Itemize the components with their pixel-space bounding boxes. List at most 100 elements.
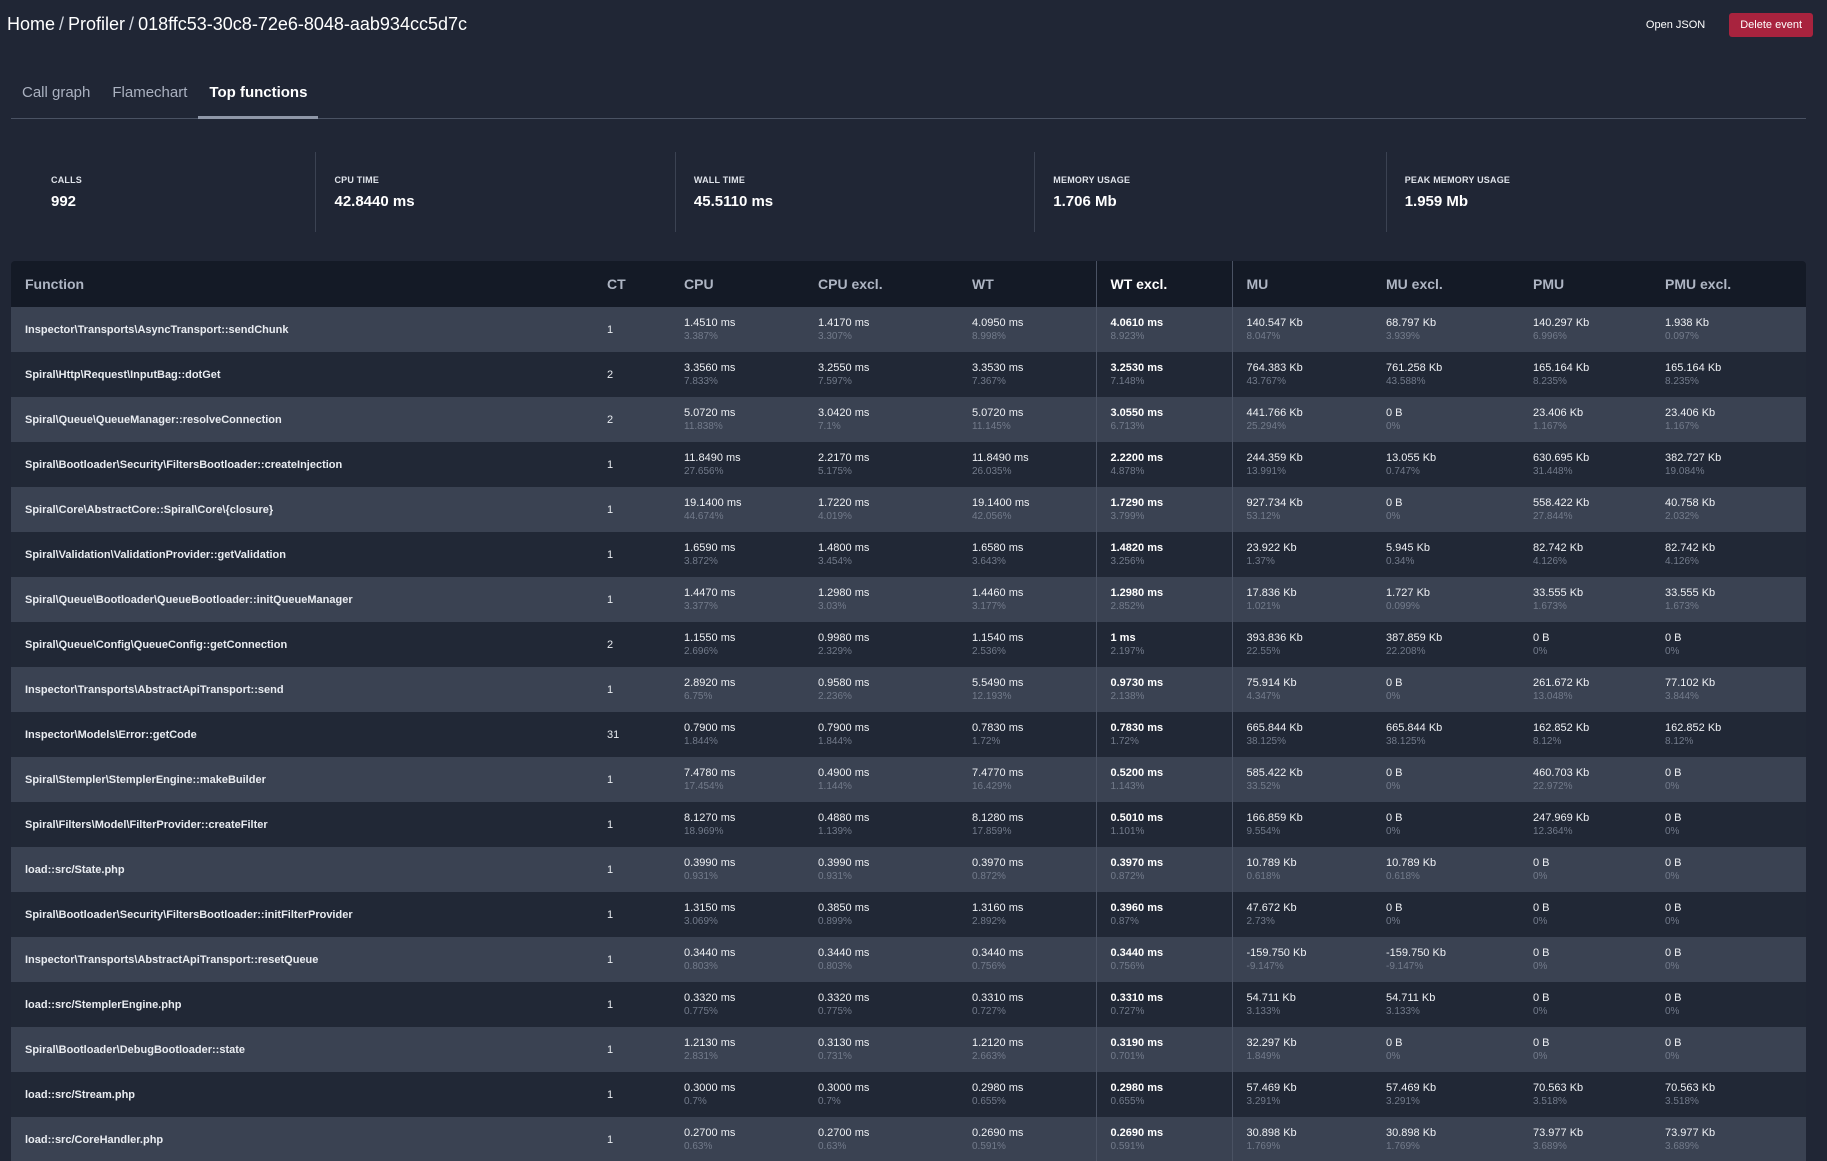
cpu-excl-cell: 0.3320 ms 0.775% bbox=[804, 982, 958, 1027]
cpu-excl-cell: 0.7900 ms 1.844% bbox=[804, 712, 958, 757]
wt-excl-cell: 0.3190 ms 0.701% bbox=[1095, 1027, 1232, 1072]
metric-percent: 3.256% bbox=[1110, 556, 1145, 567]
open-json-button[interactable]: Open JSON bbox=[1636, 13, 1715, 37]
function-name-cell[interactable]: Spiral\Core\AbstractCore::Spiral\Core\{c… bbox=[11, 487, 593, 532]
metric-percent: 1.167% bbox=[1665, 421, 1699, 432]
metric-percent: 0% bbox=[1665, 961, 1680, 972]
mu-excl-cell: 0 B 0% bbox=[1372, 487, 1519, 532]
stat-value: 1.959 Mb bbox=[1404, 193, 1469, 210]
table-row[interactable]: Inspector\Models\Error::getCode 31 0.7900 … bbox=[11, 712, 1806, 757]
wt-cell: 0.3310 ms 0.727% bbox=[958, 982, 1096, 1027]
wt-cell: 4.0950 ms 8.998% bbox=[958, 307, 1096, 352]
column-header-function[interactable]: Function bbox=[11, 261, 593, 307]
metric-value: 387.859 Kb bbox=[1386, 632, 1443, 644]
function-name-cell[interactable]: Spiral\Validation\ValidationProvider::ge… bbox=[11, 532, 593, 577]
metric-percent: 0% bbox=[1386, 826, 1401, 837]
table-row[interactable]: Spiral\Queue\QueueManager::resolveConnec… bbox=[11, 397, 1806, 442]
metric-percent: 0% bbox=[1533, 1006, 1548, 1017]
tab-flamechart[interactable]: Flamechart bbox=[112, 84, 188, 101]
metric-percent: 0.7% bbox=[684, 1096, 707, 1107]
breadcrumb-home[interactable]: Home bbox=[7, 14, 56, 34]
function-name-cell[interactable]: Inspector\Transports\AbstractApiTranspor… bbox=[11, 937, 593, 982]
column-header-mu-excl[interactable]: MU excl. bbox=[1372, 261, 1519, 307]
delete-event-button[interactable]: Delete event bbox=[1729, 13, 1813, 37]
metric-percent: 0% bbox=[1665, 1051, 1680, 1062]
function-name-cell[interactable]: Spiral\Queue\QueueManager::resolveConnec… bbox=[11, 397, 593, 442]
table-row[interactable]: Spiral\Queue\Bootloader\QueueBootloader:… bbox=[11, 577, 1806, 622]
metric-percent: 0% bbox=[1665, 1006, 1680, 1017]
metric-percent: 0.775% bbox=[818, 1006, 852, 1017]
table-row[interactable]: load::src/CoreHandler.php 1 0.2700 ms 0.63%… bbox=[11, 1117, 1806, 1161]
function-name-cell[interactable]: Spiral\Stempler\StemplerEngine::makeBuil… bbox=[11, 757, 593, 802]
wt-excl-cell: 0.5010 ms 1.101% bbox=[1095, 802, 1232, 847]
function-name-cell[interactable]: Spiral\Bootloader\Security\FiltersBootlo… bbox=[11, 892, 593, 937]
column-header-wt-excl[interactable]: WT excl. bbox=[1095, 261, 1232, 307]
metric-value: 165.164 Kb bbox=[1533, 362, 1590, 374]
call-count-cell: 1 bbox=[593, 1117, 670, 1161]
function-name-cell[interactable]: load::src/CoreHandler.php bbox=[11, 1117, 593, 1161]
column-header-mu[interactable]: MU bbox=[1231, 261, 1372, 307]
metric-value: 0.3990 ms bbox=[818, 857, 870, 869]
mu-cell: 75.914 Kb 4.347% bbox=[1231, 667, 1372, 712]
cpu-cell: 0.2700 ms 0.63% bbox=[670, 1117, 804, 1161]
table-row[interactable]: Spiral\Filters\Model\FilterProvider::cre… bbox=[11, 802, 1806, 847]
table-row[interactable]: Spiral\Http\Request\InputBag::dotGet 2 3.3… bbox=[11, 352, 1806, 397]
table-row[interactable]: Spiral\Bootloader\Security\FiltersBootlo… bbox=[11, 892, 1806, 937]
call-count-cell: 1 bbox=[593, 577, 670, 622]
table-row[interactable]: Inspector\Transports\AsyncTransport::sen… bbox=[11, 307, 1806, 352]
column-header-pmu-excl[interactable]: PMU excl. bbox=[1651, 261, 1806, 307]
table-row[interactable]: load::src/StemplerEngine.php 1 0.3320 ms 0.… bbox=[11, 982, 1806, 1027]
breadcrumb-profiler[interactable]: Profiler bbox=[68, 14, 126, 34]
function-name-cell[interactable]: load::src/Stream.php bbox=[11, 1072, 593, 1117]
call-count-cell: 1 bbox=[593, 667, 670, 712]
metric-value: 162.852 Kb bbox=[1533, 722, 1590, 734]
column-header-pmu[interactable]: PMU bbox=[1519, 261, 1651, 307]
breadcrumb: Home / Profiler/018ffc53-30c8-72e6-8048-aa… bbox=[7, 14, 467, 35]
table-row[interactable]: Spiral\Stempler\StemplerEngine::makeBuil… bbox=[11, 757, 1806, 802]
function-name-cell[interactable]: Inspector\Transports\AbstractApiTranspor… bbox=[11, 667, 593, 712]
function-name-cell[interactable]: load::src/StemplerEngine.php bbox=[11, 982, 593, 1027]
function-name-cell[interactable]: Spiral\Bootloader\DebugBootloader::state bbox=[11, 1027, 593, 1072]
cpu-cell: 0.3440 ms 0.803% bbox=[670, 937, 804, 982]
table-row[interactable]: Spiral\Queue\Config\QueueConfig::getConn… bbox=[11, 622, 1806, 667]
column-header-cpu[interactable]: CPU bbox=[670, 261, 804, 307]
column-header-cpu-excl[interactable]: CPU excl. bbox=[804, 261, 958, 307]
table-row[interactable]: Spiral\Bootloader\DebugBootloader::state… bbox=[11, 1027, 1806, 1072]
function-name-cell[interactable]: Spiral\Filters\Model\FilterProvider::cre… bbox=[11, 802, 593, 847]
metric-percent: 22.972% bbox=[1533, 781, 1573, 792]
stat-memory-usage: MEMORY USAGE 1.706 Mb bbox=[1034, 152, 1385, 232]
table-row[interactable]: load::src/Stream.php 1 0.3000 ms 0.7% 0.3000… bbox=[11, 1072, 1806, 1117]
function-name-cell[interactable]: load::src/State.php bbox=[11, 847, 593, 892]
function-name-cell[interactable]: Spiral\Http\Request\InputBag::dotGet bbox=[11, 352, 593, 397]
stat-label: CALLS bbox=[51, 175, 82, 185]
table-row[interactable]: Spiral\Bootloader\Security\FiltersBootlo… bbox=[11, 442, 1806, 487]
top-functions-table: Function CT CPU CPU excl. WT WT excl. MU… bbox=[11, 261, 1806, 1161]
tab-call-graph[interactable]: Call graph bbox=[22, 84, 91, 101]
tab-top-functions[interactable]: Top functions bbox=[198, 72, 319, 119]
metric-value: 0.2980 ms bbox=[972, 1082, 1024, 1094]
metric-value: 0.3440 ms bbox=[1110, 947, 1164, 959]
metric-value: 0 B bbox=[1665, 902, 1682, 914]
cpu-cell: 5.0720 ms 11.838% bbox=[670, 397, 804, 442]
function-name-cell[interactable]: Inspector\Transports\AsyncTransport::sen… bbox=[11, 307, 593, 352]
function-name-cell[interactable]: Spiral\Bootloader\Security\FiltersBootlo… bbox=[11, 442, 593, 487]
column-header-ct[interactable]: CT bbox=[593, 261, 670, 307]
wt-cell: 19.1400 ms 42.056% bbox=[958, 487, 1096, 532]
metric-value: 1.4170 ms bbox=[818, 317, 870, 329]
column-header-wt[interactable]: WT bbox=[958, 261, 1096, 307]
table-row[interactable]: Inspector\Transports\AbstractApiTranspor… bbox=[11, 667, 1806, 712]
table-row[interactable]: Spiral\Core\AbstractCore::Spiral\Core\{c… bbox=[11, 487, 1806, 532]
table-row[interactable]: load::src/State.php 1 0.3990 ms 0.931% 0.399… bbox=[11, 847, 1806, 892]
function-name-cell[interactable]: Spiral\Queue\Config\QueueConfig::getConn… bbox=[11, 622, 593, 667]
metric-percent: 3.133% bbox=[1246, 1006, 1281, 1017]
metric-percent: 1.844% bbox=[818, 736, 852, 747]
function-name-cell[interactable]: Inspector\Models\Error::getCode bbox=[11, 712, 593, 757]
mu-excl-cell: 0 B 0% bbox=[1372, 802, 1519, 847]
metric-value: 5.0720 ms bbox=[684, 407, 736, 419]
table-row[interactable]: Inspector\Transports\AbstractApiTranspor… bbox=[11, 937, 1806, 982]
metric-percent: 2.831% bbox=[684, 1051, 718, 1062]
function-name-cell[interactable]: Spiral\Queue\Bootloader\QueueBootloader:… bbox=[11, 577, 593, 622]
table-row[interactable]: Spiral\Validation\ValidationProvider::ge… bbox=[11, 532, 1806, 577]
metric-value: 0.3000 ms bbox=[818, 1082, 870, 1094]
metric-value: 8.1280 ms bbox=[972, 812, 1024, 824]
